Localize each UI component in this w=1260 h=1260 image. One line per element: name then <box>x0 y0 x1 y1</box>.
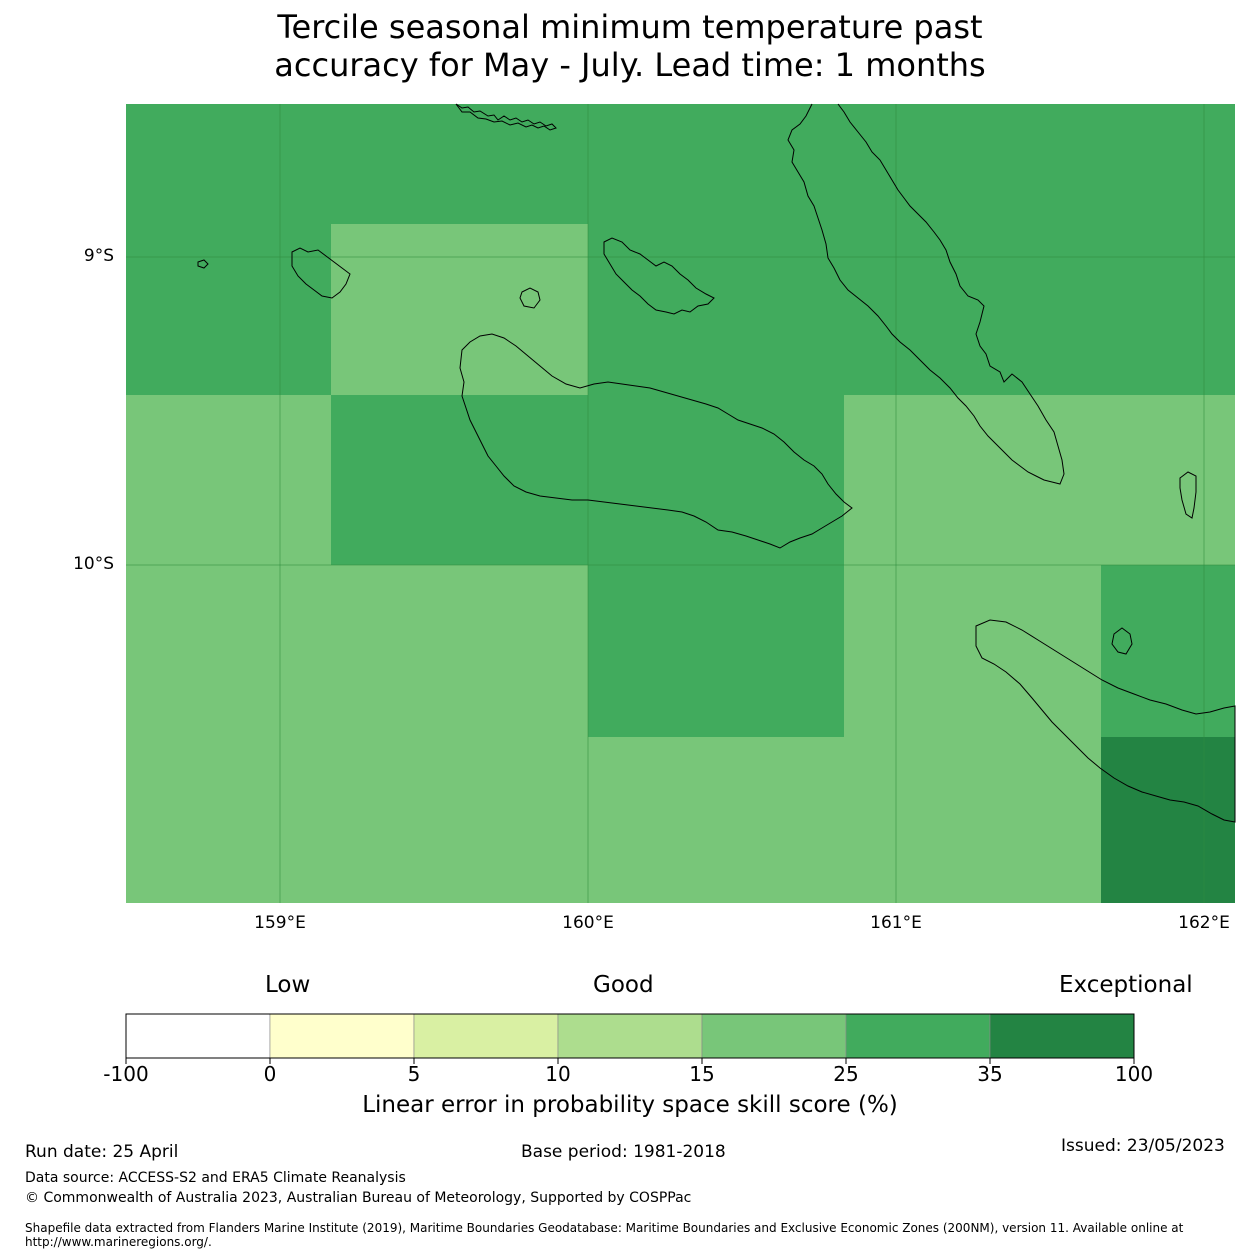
graticule <box>126 104 1235 903</box>
makira-island <box>975 619 1236 823</box>
skill-grid <box>126 104 1235 903</box>
skill-cell <box>844 395 1101 565</box>
colorbar-swatch <box>557 1013 703 1059</box>
colorbar-swatch <box>269 1013 415 1059</box>
colorbar-tick: -100 <box>103 1062 149 1086</box>
y-tick-label: 10°S <box>73 554 114 574</box>
data-source: Data source: ACCESS-S2 and ERA5 Climate … <box>25 1170 406 1186</box>
run-date: Run date: 25 April <box>25 1142 179 1162</box>
colorbar-label: Linear error in probability space skill … <box>362 1092 898 1118</box>
skill-cell <box>1101 737 1235 903</box>
colorbar <box>125 1013 1135 1064</box>
x-tick-label: 159°E <box>254 913 306 933</box>
colorbar-swatch <box>125 1013 271 1059</box>
skill-cell <box>126 565 331 737</box>
colorbar-swatch <box>845 1013 991 1059</box>
category-low: Low <box>265 972 311 998</box>
colorbar-tick: 100 <box>1114 1062 1154 1086</box>
skill-cell <box>1101 395 1235 565</box>
title-line-2: accuracy for May - July. Lead time: 1 mo… <box>274 46 986 84</box>
title-line-1: Tercile seasonal minimum temperature pas… <box>277 8 983 46</box>
skill-cell <box>844 224 1101 395</box>
russell-islet <box>197 259 209 269</box>
skill-cell <box>844 565 1101 737</box>
colorbar-tick: 15 <box>689 1062 715 1086</box>
skill-cell <box>588 395 844 565</box>
colorbar-swatches <box>125 1013 1135 1064</box>
savo-island <box>519 287 541 309</box>
skill-map <box>126 103 1236 903</box>
russell-islands <box>291 247 351 299</box>
category-good: Good <box>593 972 654 998</box>
colorbar-tick: 35 <box>977 1062 1003 1086</box>
skill-cell <box>588 224 844 395</box>
skill-cell <box>126 224 331 395</box>
shapefile-credit: Shapefile data extracted from Flanders M… <box>25 1221 1184 1249</box>
florida-islands <box>603 237 715 315</box>
skill-cell <box>588 104 844 224</box>
skill-cell <box>844 737 1101 903</box>
issued-date: Issued: 23/05/2023 <box>1061 1136 1225 1156</box>
skill-cell <box>1101 224 1235 395</box>
colorbar-frame <box>125 1013 1135 1059</box>
colorbar-swatch <box>701 1013 847 1059</box>
colorbar-swatch <box>413 1013 559 1059</box>
colorbar-tick: 5 <box>407 1062 421 1086</box>
skill-cell <box>844 104 1101 224</box>
x-tick-label: 162°E <box>1178 913 1230 933</box>
skill-cell <box>331 565 588 737</box>
marau-islet <box>1179 471 1197 519</box>
skill-cell <box>1101 104 1235 224</box>
colorbar-tick: 0 <box>263 1062 277 1086</box>
colorbar-tick: 25 <box>833 1062 859 1086</box>
skill-cell <box>126 395 331 565</box>
base-period: Base period: 1981-2018 <box>521 1142 726 1162</box>
x-tick-label: 160°E <box>562 913 614 933</box>
colorbar-swatch <box>989 1013 1135 1059</box>
skill-cell <box>126 737 331 903</box>
skill-cell <box>331 737 588 903</box>
category-exceptional: Exceptional <box>1059 972 1193 998</box>
skill-cell <box>126 104 331 224</box>
skill-cell <box>1101 565 1235 737</box>
x-tick-label: 161°E <box>870 913 922 933</box>
coastlines <box>197 103 1236 823</box>
malaita-island <box>787 103 1065 485</box>
skill-cell <box>331 224 588 395</box>
copyright: © Commonwealth of Australia 2023, Austra… <box>25 1190 692 1206</box>
ugi-island <box>1111 627 1133 655</box>
y-tick-label: 9°S <box>83 246 114 266</box>
skill-cell <box>331 104 588 224</box>
map-title: Tercile seasonal minimum temperature pas… <box>0 8 1260 84</box>
skill-cell <box>588 737 844 903</box>
guadalcanal-island <box>459 333 853 549</box>
colorbar-tick: 10 <box>545 1062 571 1086</box>
santa-isabel-tip <box>455 103 557 131</box>
skill-cell <box>588 565 844 737</box>
skill-cell <box>331 395 588 565</box>
